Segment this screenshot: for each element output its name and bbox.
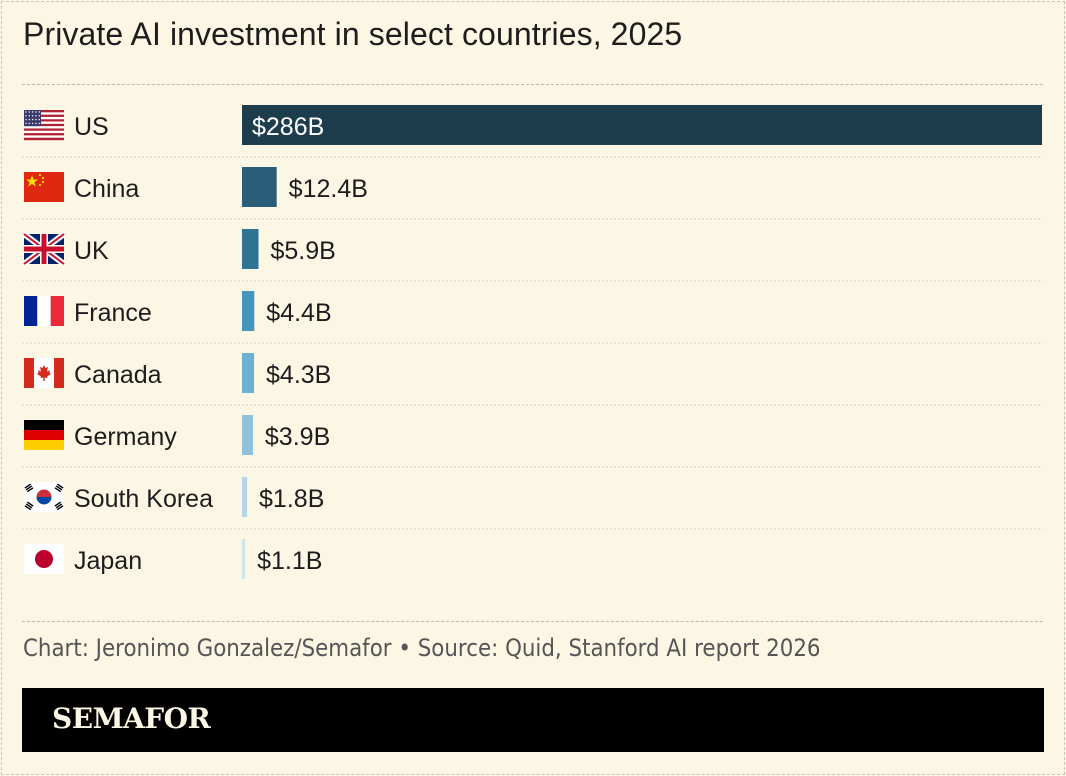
category-label: Germany: [74, 423, 177, 451]
canada-flag-icon: [24, 358, 64, 388]
value-label: $3.9B: [265, 423, 330, 451]
category-label: South Korea: [74, 485, 213, 513]
south-korea-flag-icon: [24, 482, 64, 512]
bar-row: UK $5.9B: [22, 229, 1043, 282]
bar: [242, 291, 255, 331]
value-label: $1.8B: [259, 485, 324, 513]
semafor-logo: SEMAFOR: [52, 702, 211, 735]
category-label: Canada: [74, 361, 162, 389]
bar: [242, 105, 1042, 145]
value-label: $286B: [252, 113, 324, 141]
bar: [242, 539, 246, 579]
value-label: $4.4B: [266, 299, 331, 327]
category-label: France: [74, 299, 152, 327]
value-label: $5.9B: [271, 237, 336, 265]
category-label: UK: [74, 237, 109, 265]
us-flag-icon: [24, 110, 64, 141]
value-label: $12.4B: [289, 175, 368, 203]
bar-row: Japan $1.1B: [24, 539, 322, 579]
bar: [242, 415, 253, 455]
value-label: $1.1B: [257, 547, 322, 575]
bar-row: Germany $3.9B: [22, 415, 1043, 468]
title-divider: [22, 84, 1043, 85]
category-label: China: [74, 175, 139, 203]
bar-row: Canada $4.3B: [22, 353, 1043, 406]
brand-bar: SEMAFOR: [22, 688, 1044, 752]
footer-divider: [22, 621, 1043, 622]
bar-row: US $286B: [22, 105, 1043, 158]
bar: [242, 167, 277, 207]
china-flag-icon: [24, 172, 64, 202]
category-label: US: [74, 113, 109, 141]
bar: [242, 353, 255, 393]
bar-row: China $12.4B: [22, 167, 1043, 220]
japan-flag-icon: [24, 544, 64, 574]
chart-title: Private AI investment in select countrie…: [23, 16, 683, 52]
uk-flag-icon: [22, 231, 66, 267]
germany-flag-icon: [24, 420, 64, 450]
value-label: $4.3B: [266, 361, 331, 389]
bar-row: France $4.4B: [22, 291, 1043, 344]
bar-row: South Korea $1.8B: [22, 477, 1043, 530]
source-note: Chart: Jeronimo Gonzalez/Semafor • Sourc…: [23, 634, 821, 662]
bar: [242, 229, 259, 269]
category-label: Japan: [74, 547, 142, 575]
france-flag-icon: [24, 296, 64, 326]
bar: [242, 477, 248, 517]
